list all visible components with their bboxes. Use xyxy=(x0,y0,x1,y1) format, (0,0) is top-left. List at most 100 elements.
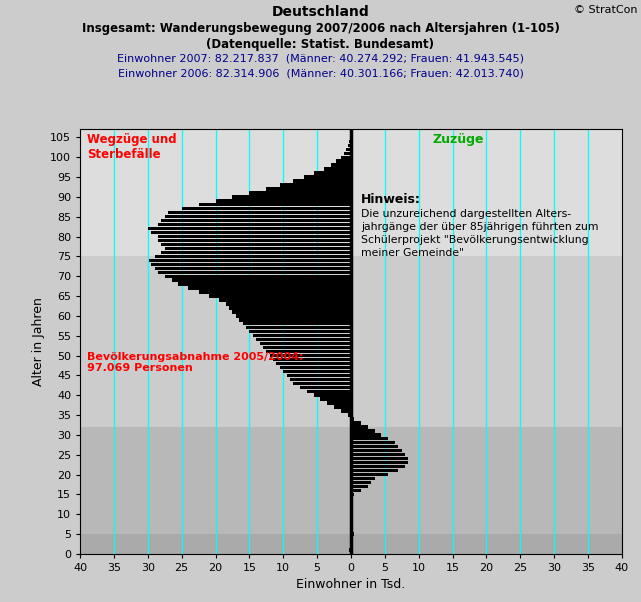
Text: Deutschland: Deutschland xyxy=(272,5,369,19)
Bar xyxy=(344,152,351,155)
Bar xyxy=(162,219,351,222)
Bar xyxy=(165,215,351,219)
Bar xyxy=(276,362,351,365)
Bar xyxy=(347,144,351,147)
Bar xyxy=(280,183,351,187)
Bar xyxy=(346,147,351,151)
Bar xyxy=(273,358,351,361)
Text: Zuzüge: Zuzüge xyxy=(432,134,484,146)
Text: © StratCon: © StratCon xyxy=(574,5,638,15)
Bar xyxy=(165,275,351,278)
Bar xyxy=(351,461,408,464)
X-axis label: Einwohner in Tsd.: Einwohner in Tsd. xyxy=(296,579,406,591)
Bar xyxy=(349,140,351,143)
Bar xyxy=(351,529,352,532)
Bar xyxy=(351,445,398,448)
Bar xyxy=(178,282,351,286)
Text: (Datenquelle: Statist. Bundesamt): (Datenquelle: Statist. Bundesamt) xyxy=(206,38,435,51)
Bar xyxy=(351,417,354,421)
Bar xyxy=(347,414,351,417)
Bar xyxy=(341,155,351,159)
Bar xyxy=(351,504,352,508)
Bar xyxy=(249,330,351,334)
Bar xyxy=(351,492,354,496)
Bar xyxy=(151,231,351,234)
Bar xyxy=(334,405,351,409)
Bar xyxy=(351,473,388,476)
Bar xyxy=(351,429,374,433)
Bar xyxy=(351,437,388,441)
Bar xyxy=(172,279,351,282)
Bar xyxy=(199,203,351,206)
Bar xyxy=(350,135,351,139)
Bar xyxy=(304,175,351,179)
Bar xyxy=(199,290,351,294)
Bar xyxy=(294,179,351,182)
Bar xyxy=(351,465,405,468)
Bar xyxy=(290,377,351,381)
Bar xyxy=(351,497,353,500)
Bar xyxy=(350,544,351,548)
Bar xyxy=(349,548,351,551)
Bar xyxy=(236,314,351,317)
Text: Insgesamt: Wanderungsbewegung 2007/2006 nach Altersjahren (1-105): Insgesamt: Wanderungsbewegung 2007/2006 … xyxy=(81,22,560,36)
Bar xyxy=(328,402,351,405)
Bar xyxy=(158,270,351,274)
Bar xyxy=(283,370,351,373)
Bar xyxy=(80,256,622,427)
Bar xyxy=(256,338,351,341)
Bar xyxy=(351,485,368,488)
Bar xyxy=(351,536,353,539)
Bar xyxy=(80,129,622,256)
Bar xyxy=(351,481,371,484)
Bar xyxy=(313,172,351,175)
Bar xyxy=(80,427,622,534)
Bar xyxy=(287,374,351,377)
Bar xyxy=(351,433,381,436)
Bar xyxy=(148,227,351,231)
Bar xyxy=(351,501,352,504)
Bar xyxy=(351,540,352,544)
Text: Die unzureichend dargestellten Alters-
jahrgänge der über 85jährigen führten zum: Die unzureichend dargestellten Alters- j… xyxy=(361,209,599,258)
Text: Einwohner 2006: 82.314.906  (Männer: 40.301.166; Frauen: 42.013.740): Einwohner 2006: 82.314.906 (Männer: 40.3… xyxy=(117,68,524,78)
Bar xyxy=(226,302,351,306)
Bar xyxy=(260,342,351,346)
Bar xyxy=(188,287,351,290)
Bar xyxy=(351,469,398,472)
Bar xyxy=(294,382,351,385)
Bar xyxy=(351,421,361,424)
Bar xyxy=(215,199,351,202)
Bar xyxy=(331,163,351,167)
Bar xyxy=(336,160,351,163)
Bar xyxy=(233,195,351,199)
Bar xyxy=(158,239,351,242)
Bar xyxy=(242,322,351,326)
Bar xyxy=(165,247,351,250)
Bar xyxy=(263,346,351,349)
Bar xyxy=(351,457,408,461)
Bar xyxy=(351,532,354,536)
Text: Wegzüge und
Sterbefälle: Wegzüge und Sterbefälle xyxy=(87,134,176,161)
Bar xyxy=(162,243,351,246)
Bar xyxy=(149,259,351,262)
Bar xyxy=(266,187,351,191)
Bar xyxy=(253,334,351,337)
Y-axis label: Alter in Jahren: Alter in Jahren xyxy=(31,297,44,386)
Bar xyxy=(351,425,368,429)
Bar xyxy=(249,191,351,194)
Bar xyxy=(154,267,351,270)
Bar xyxy=(162,250,351,254)
Bar xyxy=(158,223,351,226)
Bar xyxy=(324,167,351,171)
Bar xyxy=(266,350,351,353)
Bar xyxy=(270,354,351,357)
Bar xyxy=(239,318,351,321)
Bar xyxy=(80,534,622,554)
Text: Einwohner 2007: 82.217.837  (Männer: 40.274.292; Frauen: 41.943.545): Einwohner 2007: 82.217.837 (Männer: 40.2… xyxy=(117,54,524,64)
Bar xyxy=(351,509,352,512)
Bar xyxy=(300,385,351,389)
Bar xyxy=(280,366,351,369)
Text: Hinweis:: Hinweis: xyxy=(361,193,421,206)
Bar xyxy=(313,394,351,397)
Bar xyxy=(351,453,405,456)
